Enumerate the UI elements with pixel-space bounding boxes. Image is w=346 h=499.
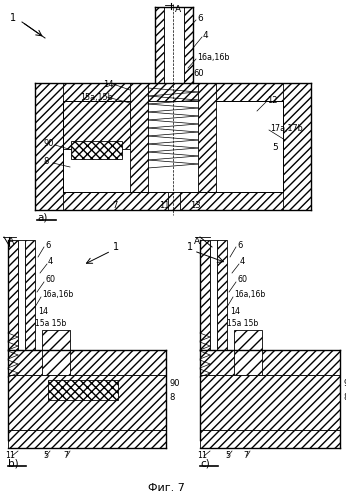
- Text: 1: 1: [10, 13, 16, 23]
- Bar: [35, 83, 311, 101]
- Bar: [63, 101, 130, 149]
- Bar: [200, 240, 210, 360]
- Bar: [168, 192, 180, 210]
- Text: 8: 8: [43, 158, 48, 167]
- Text: 7: 7: [112, 202, 117, 211]
- Text: 14: 14: [103, 79, 113, 88]
- Text: 16a,16b: 16a,16b: [234, 290, 265, 299]
- Text: 13: 13: [190, 202, 201, 211]
- Text: 6: 6: [197, 13, 203, 22]
- Text: 6: 6: [237, 241, 243, 250]
- Text: 8: 8: [343, 393, 346, 402]
- Bar: [234, 330, 262, 375]
- Text: b): b): [8, 458, 19, 468]
- Bar: [25, 240, 35, 360]
- Bar: [210, 240, 217, 360]
- Text: 11: 11: [5, 452, 15, 461]
- Text: 15a,15b: 15a,15b: [80, 92, 113, 101]
- Text: 11: 11: [197, 452, 207, 461]
- Text: A: A: [175, 5, 181, 14]
- Bar: [48, 380, 118, 400]
- Bar: [18, 240, 25, 360]
- Text: 5: 5: [43, 452, 48, 461]
- Text: 16a,16b: 16a,16b: [197, 52, 229, 61]
- Text: 60: 60: [45, 275, 55, 284]
- Text: 12: 12: [267, 95, 277, 104]
- Text: a): a): [37, 213, 47, 223]
- Bar: [200, 375, 340, 430]
- Bar: [8, 350, 166, 375]
- Text: 17a,17b: 17a,17b: [270, 123, 303, 133]
- Bar: [200, 350, 340, 375]
- Text: 7: 7: [63, 452, 68, 461]
- Bar: [63, 101, 283, 192]
- Text: 4: 4: [48, 257, 53, 266]
- Text: 90: 90: [169, 379, 180, 388]
- Text: 15a 15b: 15a 15b: [35, 318, 66, 327]
- Bar: [283, 83, 311, 210]
- Text: Фиг. 7: Фиг. 7: [148, 483, 185, 493]
- Text: 5: 5: [272, 144, 278, 153]
- Text: A: A: [8, 237, 14, 246]
- Text: 4: 4: [240, 257, 245, 266]
- Bar: [217, 240, 227, 360]
- Bar: [42, 330, 70, 375]
- Text: 1: 1: [187, 242, 193, 252]
- Text: 7: 7: [243, 452, 248, 461]
- Bar: [130, 83, 148, 192]
- Bar: [184, 7, 193, 83]
- Bar: [8, 375, 166, 430]
- Bar: [35, 83, 63, 210]
- Bar: [200, 430, 340, 448]
- Text: A: A: [194, 237, 200, 246]
- Text: 14: 14: [230, 306, 240, 315]
- Text: 60: 60: [193, 68, 204, 77]
- Text: 1: 1: [113, 242, 119, 252]
- Text: 14: 14: [38, 306, 48, 315]
- Text: 16a,16b: 16a,16b: [42, 290, 73, 299]
- Text: 90: 90: [343, 379, 346, 388]
- Bar: [8, 430, 166, 448]
- Text: 4: 4: [203, 30, 209, 39]
- Text: 8: 8: [169, 393, 174, 402]
- Bar: [8, 240, 18, 360]
- Text: c): c): [200, 458, 210, 468]
- Bar: [198, 83, 216, 192]
- Bar: [35, 192, 311, 210]
- Text: 6: 6: [45, 241, 51, 250]
- Bar: [164, 7, 184, 83]
- Bar: [71, 141, 122, 159]
- Text: 60: 60: [237, 275, 247, 284]
- Text: 15a 15b: 15a 15b: [227, 318, 258, 327]
- Text: 90: 90: [43, 139, 54, 148]
- Text: 11: 11: [159, 202, 170, 211]
- Bar: [155, 7, 164, 83]
- Text: 5: 5: [225, 452, 230, 461]
